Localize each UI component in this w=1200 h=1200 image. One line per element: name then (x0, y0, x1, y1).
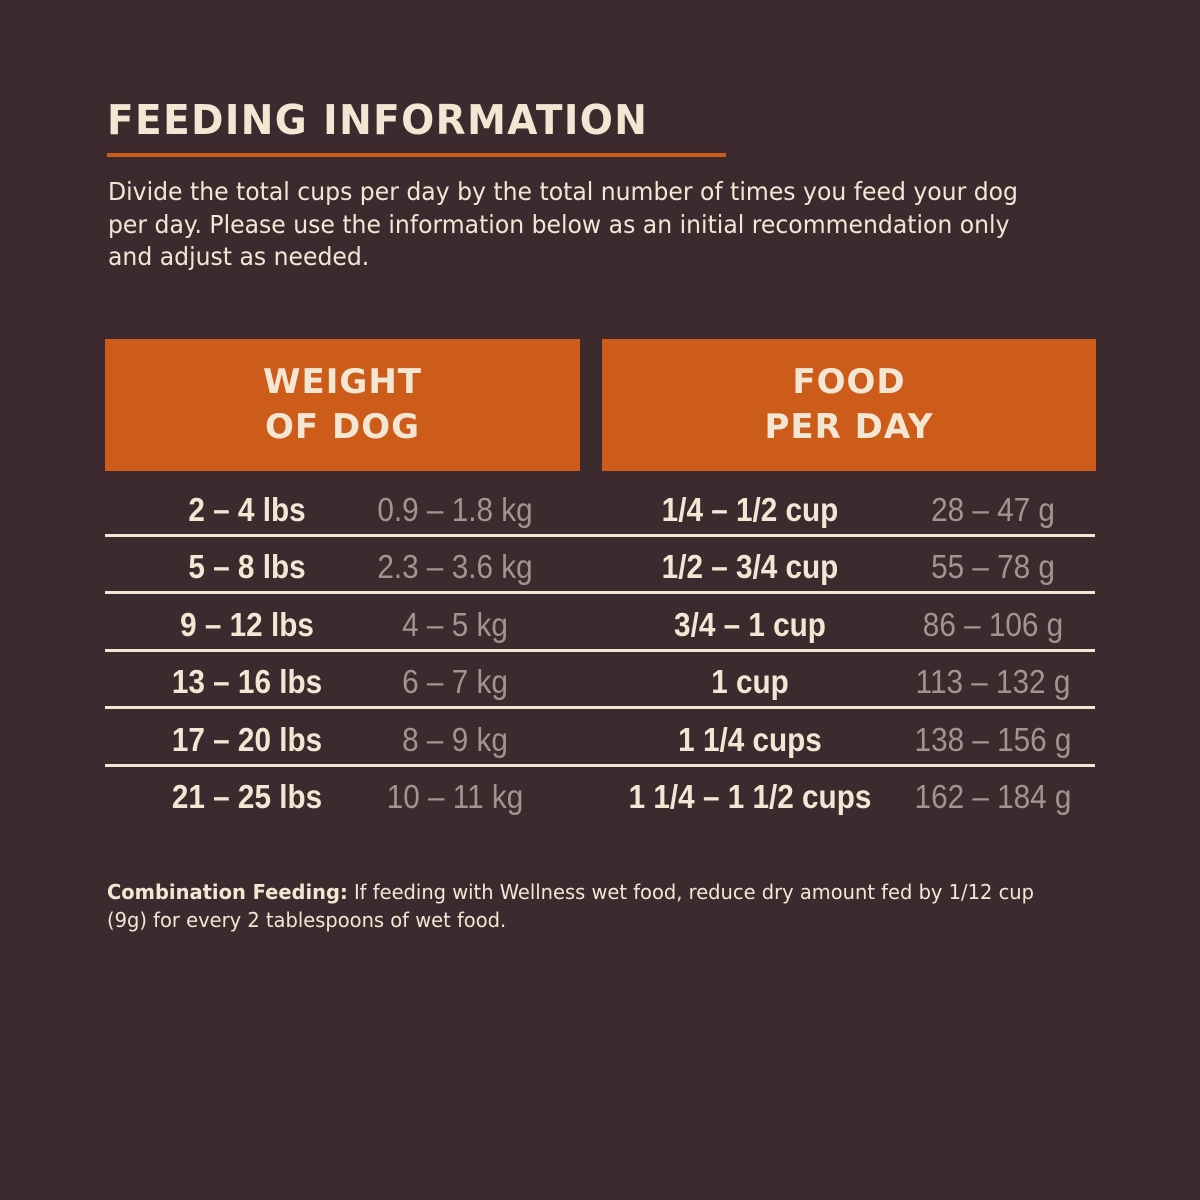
weight-lbs: 2 – 4 lbs (188, 491, 306, 528)
food-grams: 86 – 106 g (922, 605, 1064, 643)
table-row: 13 – 16 lbs 6 – 7 kg 1 cup 113 – 132 g (0, 653, 1200, 710)
food-grams: 113 – 132 g (915, 663, 1071, 701)
weight-lbs: 9 – 12 lbs (180, 605, 314, 643)
row-divider (105, 591, 1095, 595)
weight-lbs: 17 – 20 lbs (171, 720, 323, 758)
weight-kg: 10 – 11 kg (386, 778, 524, 815)
weight-kg: 6 – 7 kg (402, 663, 508, 701)
intro-text: Divide the total cups per day by the tot… (108, 177, 1018, 271)
note-text: If feeding with Wellness wet food, reduc… (107, 880, 1034, 932)
food-cups: 1 cup (711, 663, 789, 701)
weight-kg: 2.3 – 3.6 kg (377, 548, 533, 586)
row-divider (105, 763, 1095, 767)
row-divider (105, 706, 1095, 710)
food-cups: 1/2 – 3/4 cup (661, 548, 839, 586)
food-grams: 138 – 156 g (914, 720, 1072, 758)
row-divider (105, 534, 1095, 537)
row-divider (105, 648, 1095, 652)
food-cups: 3/4 – 1 cup (674, 605, 826, 643)
food-cups: 1 1/4 cups (678, 720, 822, 758)
table-row: 9 – 12 lbs 4 – 5 kg 3/4 – 1 cup 86 – 106 g (0, 596, 1200, 653)
combination-feeding-note: Combination Feeding: If feeding with Wel… (107, 878, 1048, 934)
weight-lbs: 13 – 16 lbs (171, 663, 323, 701)
title-underline (107, 153, 726, 157)
weight-lbs: 5 – 8 lbs (188, 548, 306, 586)
food-grams: 55 – 78 g (931, 548, 1055, 586)
table-row: 2 – 4 lbs 0.9 – 1.8 kg 1/4 – 1/2 cup 28 – 4… (0, 481, 1200, 538)
table-row: 21 – 25 lbs 10 – 11 kg 1 1/4 – 1 1/2 cups 1… (0, 768, 1200, 825)
header-food-per-day: FOOD PER DAY (602, 339, 1096, 471)
note-label: Combination Feeding: (107, 880, 348, 904)
table-row: 5 – 8 lbs 2.3 – 3.6 kg 1/2 – 3/4 cup 55 – 7… (0, 538, 1200, 595)
weight-kg: 4 – 5 kg (402, 605, 508, 643)
header-weight-of-dog: WEIGHT OF DOG (105, 339, 580, 471)
page-title: FEEDING INFORMATION (107, 96, 649, 144)
food-grams: 28 – 47 g (931, 491, 1055, 528)
weight-lbs: 21 – 25 lbs (171, 778, 323, 815)
weight-kg: 8 – 9 kg (402, 720, 508, 758)
table-row: 17 – 20 lbs 8 – 9 kg 1 1/4 cups 138 – 156 g (0, 711, 1200, 768)
food-cups: 1 1/4 – 1 1/2 cups (628, 778, 872, 815)
food-cups: 1/4 – 1/2 cup (661, 491, 839, 528)
weight-kg: 0.9 – 1.8 kg (377, 491, 533, 528)
food-grams: 162 – 184 g (914, 778, 1072, 815)
